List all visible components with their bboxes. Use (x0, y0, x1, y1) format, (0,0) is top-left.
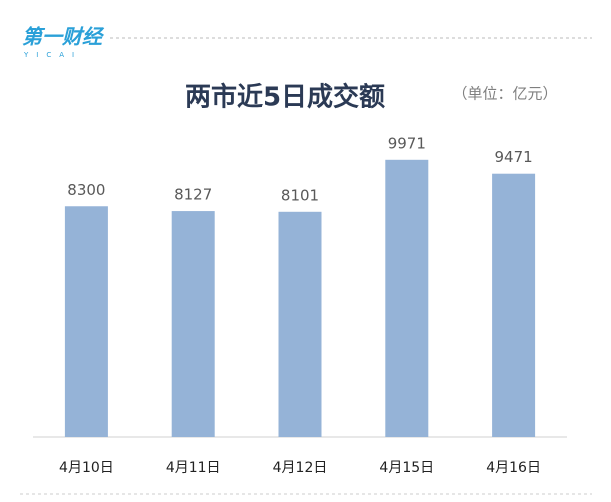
bar (492, 173, 536, 437)
chart-title: 两市近5日成交额 (185, 82, 385, 113)
bar (385, 159, 429, 437)
value-label: 9471 (495, 148, 533, 166)
x-tick-label: 4月11日 (166, 460, 221, 476)
bar (64, 206, 108, 437)
x-tick-label: 4月16日 (486, 460, 541, 476)
logo-sub: YICAI (23, 51, 82, 59)
bar (278, 211, 322, 437)
x-tick-label: 4月12日 (273, 460, 328, 476)
value-label: 9971 (388, 134, 426, 152)
value-label: 8101 (281, 186, 319, 204)
logo: 第一财经 (22, 25, 105, 49)
x-tick-label: 4月10日 (59, 460, 114, 476)
value-label: 8300 (67, 181, 105, 199)
value-label: 8127 (174, 186, 212, 204)
x-tick-label: 4月15日 (379, 460, 434, 476)
unit-label: （单位：亿元） (452, 85, 557, 103)
bar (171, 211, 215, 437)
